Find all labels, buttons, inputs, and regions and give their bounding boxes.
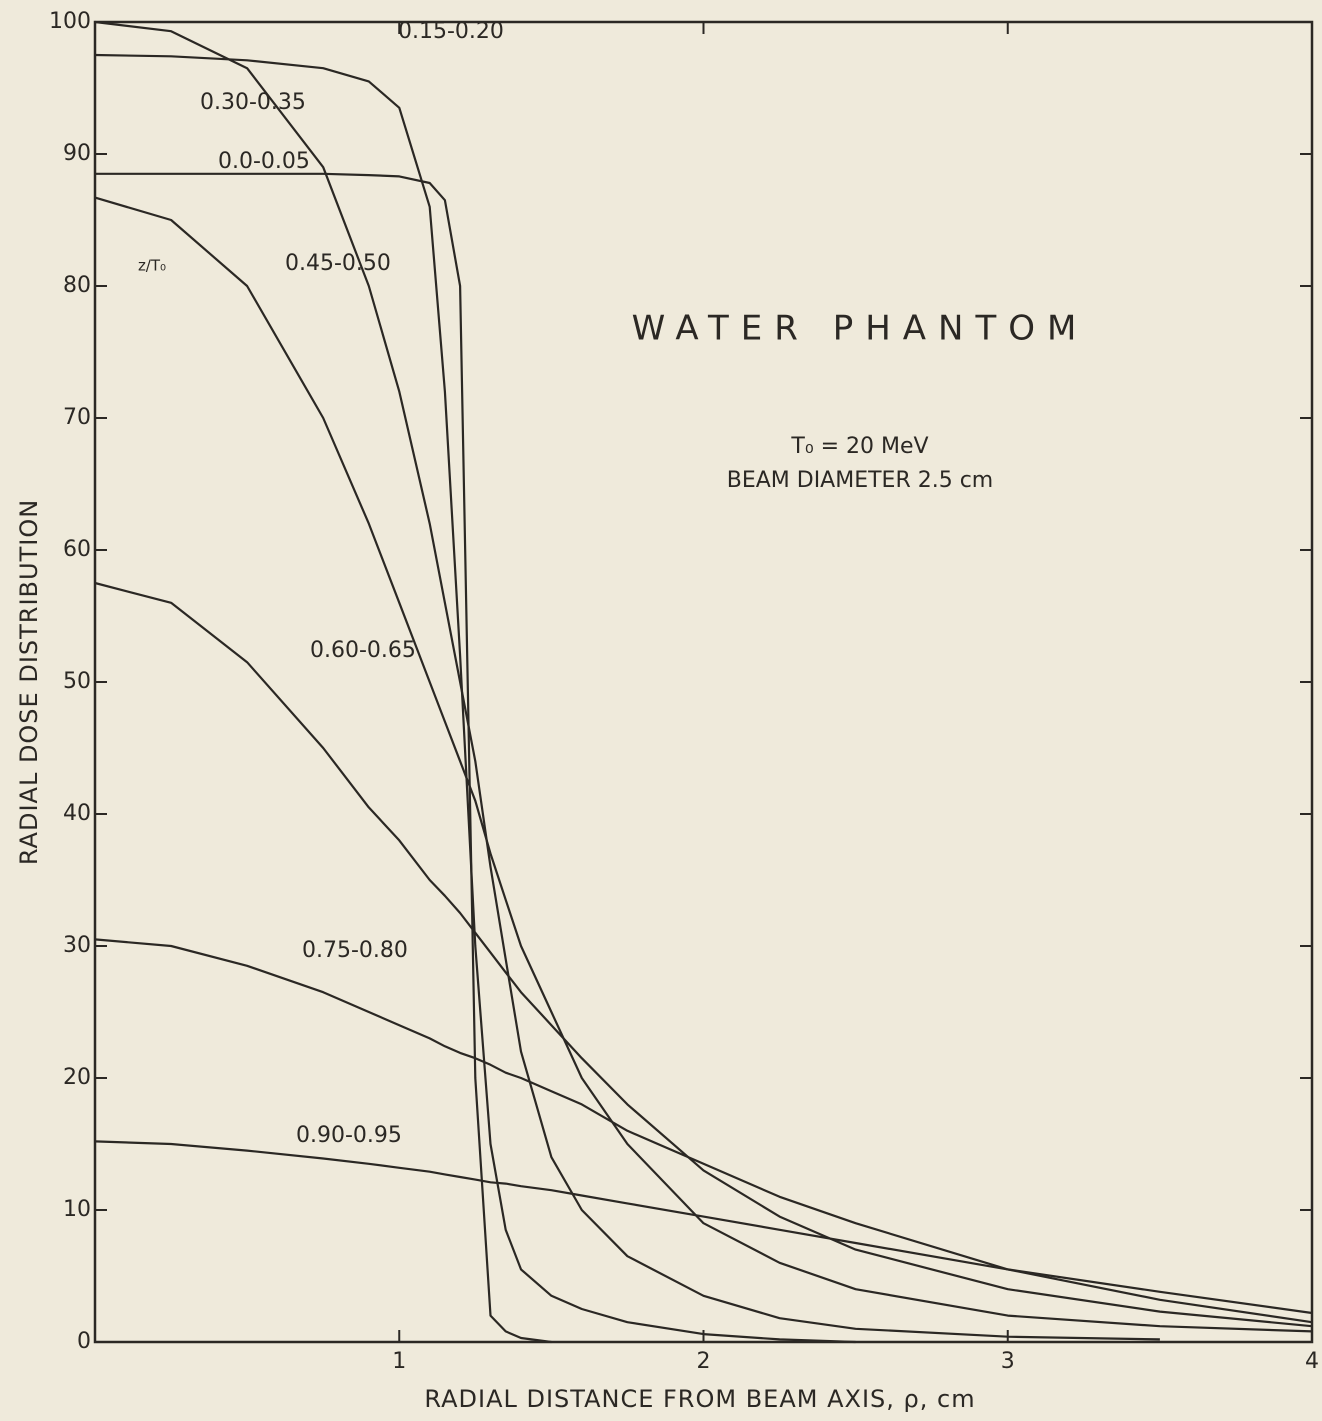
data-line bbox=[94, 581, 1313, 1328]
series-label: 0.30-0.35 bbox=[200, 90, 306, 115]
annotation: T₀ = 20 MeV bbox=[790, 434, 928, 459]
series-label: 0.90-0.95 bbox=[296, 1123, 402, 1148]
x-axis-label: RADIAL DISTANCE FROM BEAM AXIS, ρ, cm bbox=[424, 1385, 975, 1413]
y-tick-label: 30 bbox=[63, 933, 91, 958]
annotation: z/T₀ bbox=[138, 257, 166, 275]
data-line bbox=[95, 172, 552, 1344]
series-label: 0.60-0.65 bbox=[310, 638, 416, 663]
x-tick-label: 4 bbox=[1305, 1349, 1319, 1374]
series-label: 0.15-0.20 bbox=[398, 19, 504, 44]
y-axis-label: RADIAL DOSE DISTRIBUTION bbox=[15, 499, 43, 865]
y-tick-label: 80 bbox=[63, 273, 91, 298]
chart-title: WATER PHANTOM bbox=[632, 309, 1089, 349]
annotation: BEAM DIAMETER 2.5 cm bbox=[727, 468, 994, 493]
y-tick-label: 40 bbox=[63, 801, 91, 826]
data-line bbox=[94, 1140, 1313, 1315]
series-label: 0.75-0.80 bbox=[302, 938, 408, 963]
x-tick-label: 1 bbox=[392, 1349, 406, 1374]
y-tick-label: 0 bbox=[77, 1329, 91, 1354]
y-tick-label: 20 bbox=[63, 1065, 91, 1090]
y-tick-label: 10 bbox=[63, 1197, 91, 1222]
x-tick-label: 3 bbox=[1001, 1349, 1015, 1374]
data-line bbox=[94, 196, 1313, 1333]
x-tick-label: 2 bbox=[697, 1349, 711, 1374]
series-label: 0.0-0.05 bbox=[218, 149, 310, 174]
series-label: 0.45-0.50 bbox=[285, 251, 391, 276]
data-line bbox=[94, 20, 1160, 1341]
data-line bbox=[94, 938, 1313, 1324]
data-line bbox=[94, 53, 856, 1344]
y-tick-label: 90 bbox=[63, 141, 91, 166]
y-tick-label: 60 bbox=[63, 537, 91, 562]
y-tick-label: 70 bbox=[63, 405, 91, 430]
y-tick-label: 100 bbox=[49, 9, 91, 34]
y-tick-label: 50 bbox=[63, 669, 91, 694]
